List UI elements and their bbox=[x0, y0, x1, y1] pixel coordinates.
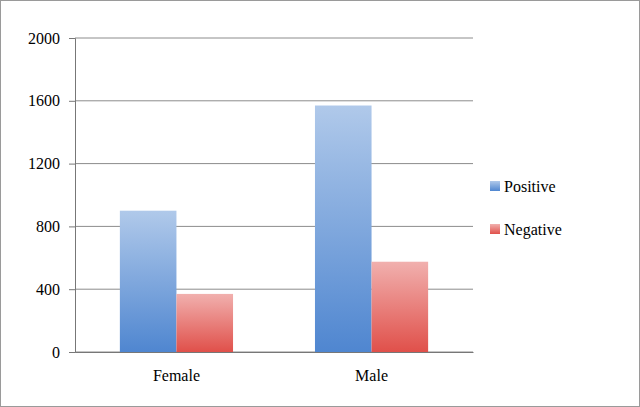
x-tick-label: Male bbox=[355, 367, 388, 384]
chart: 0 400 800 1200 1600 2000 Female Male Positive Neg… bbox=[0, 0, 640, 407]
x-axis-line bbox=[76, 352, 474, 353]
legend-label: Positive bbox=[504, 178, 556, 195]
bar bbox=[315, 106, 372, 352]
y-tick-label: 1200 bbox=[28, 155, 60, 172]
grid bbox=[75, 38, 473, 352]
y-tick-mark bbox=[69, 352, 75, 353]
plot: 0 400 800 1200 1600 2000 Female Male bbox=[28, 30, 474, 385]
y-tick: 2000 bbox=[28, 30, 75, 47]
frame bbox=[1, 1, 640, 407]
y-axis: 0 400 800 1200 1600 2000 bbox=[28, 30, 76, 361]
bar bbox=[372, 262, 429, 352]
x-tick-label: Female bbox=[153, 367, 200, 384]
legend-item: Negative bbox=[490, 221, 562, 239]
y-tick: 1600 bbox=[28, 92, 75, 109]
y-tick: 0 bbox=[52, 344, 75, 361]
y-tick-label: 800 bbox=[36, 218, 60, 235]
y-axis-line bbox=[69, 39, 76, 353]
y-tick: 1200 bbox=[28, 155, 75, 172]
y-tick-mark bbox=[69, 101, 75, 102]
grid-line bbox=[75, 163, 473, 164]
x-axis: Female Male bbox=[76, 352, 474, 384]
legend-label: Negative bbox=[504, 221, 562, 239]
grid-line bbox=[75, 100, 473, 101]
y-tick-mark bbox=[69, 226, 75, 227]
grid-line bbox=[75, 38, 473, 39]
y-tick-mark bbox=[69, 289, 75, 290]
y-tick-label: 1600 bbox=[28, 92, 60, 109]
legend-swatch bbox=[490, 224, 500, 234]
x-tick: Female bbox=[153, 352, 200, 384]
legend-item: Positive bbox=[490, 178, 556, 195]
legend: Positive Negative bbox=[490, 178, 562, 239]
y-tick-label: 2000 bbox=[28, 30, 60, 47]
bar bbox=[120, 211, 177, 352]
y-tick: 800 bbox=[36, 218, 75, 235]
y-tick-label: 400 bbox=[36, 281, 60, 298]
y-tick: 400 bbox=[36, 281, 75, 298]
bar bbox=[176, 294, 233, 352]
y-tick-mark bbox=[69, 164, 75, 165]
legend-swatch bbox=[490, 181, 500, 191]
bars bbox=[120, 106, 428, 352]
y-tick-mark bbox=[69, 38, 75, 39]
y-tick-label: 0 bbox=[52, 344, 60, 361]
x-tick: Male bbox=[355, 352, 388, 384]
